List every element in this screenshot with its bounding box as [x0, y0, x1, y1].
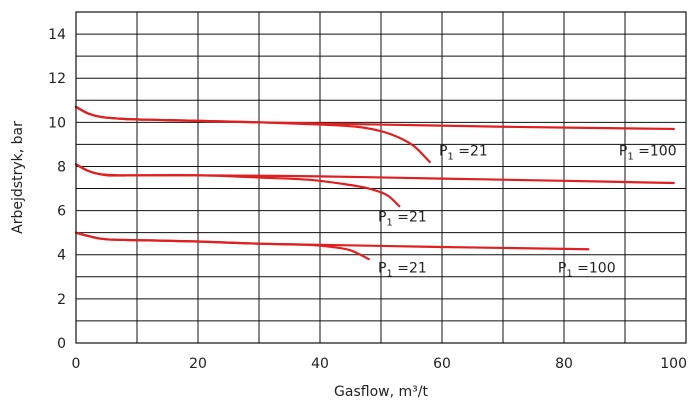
series-line: [74, 105, 431, 164]
series-lines: [74, 105, 675, 261]
curve-annotation: P1 =21: [378, 210, 427, 229]
x-tick-label: 0: [72, 356, 81, 372]
y-tick-label: 2: [57, 292, 66, 308]
y-tick-label: 10: [48, 115, 66, 131]
y-tick-label: 8: [57, 159, 66, 175]
y-tick-label: 6: [57, 204, 66, 220]
curve-annotation: P1 =21: [378, 260, 427, 279]
y-tick-label: 0: [57, 336, 66, 352]
curve-annotation: P1 =21: [439, 143, 488, 162]
series-line: [74, 163, 401, 208]
curve-annotation: P1 =100: [558, 260, 616, 279]
x-tick-label: 60: [433, 356, 451, 372]
x-tick-label: 100: [660, 356, 687, 372]
series-line: [74, 105, 675, 131]
tick-labels: 0 2 4 6 8 10 12 14 0 20 40 60 80 100: [48, 27, 687, 372]
x-tick-label: 20: [189, 356, 207, 372]
curve-annotation: P1 =100: [619, 143, 677, 162]
plot-frame: [75, 11, 687, 344]
series-line: [74, 163, 675, 185]
y-tick-label: 4: [57, 248, 66, 264]
x-axis-title: Gasflow, m³/t: [334, 384, 428, 400]
x-tick-label: 80: [555, 356, 573, 372]
y-tick-label: 12: [48, 71, 66, 87]
x-tick-label: 40: [311, 356, 329, 372]
annotations: P1 =21 P1 =100 P1 =21 P1 =21 P1 =100: [378, 143, 677, 279]
y-tick-label: 14: [48, 27, 66, 43]
y-axis-title: Arbejdstryk, bar: [10, 121, 26, 234]
series-line: [74, 231, 370, 261]
